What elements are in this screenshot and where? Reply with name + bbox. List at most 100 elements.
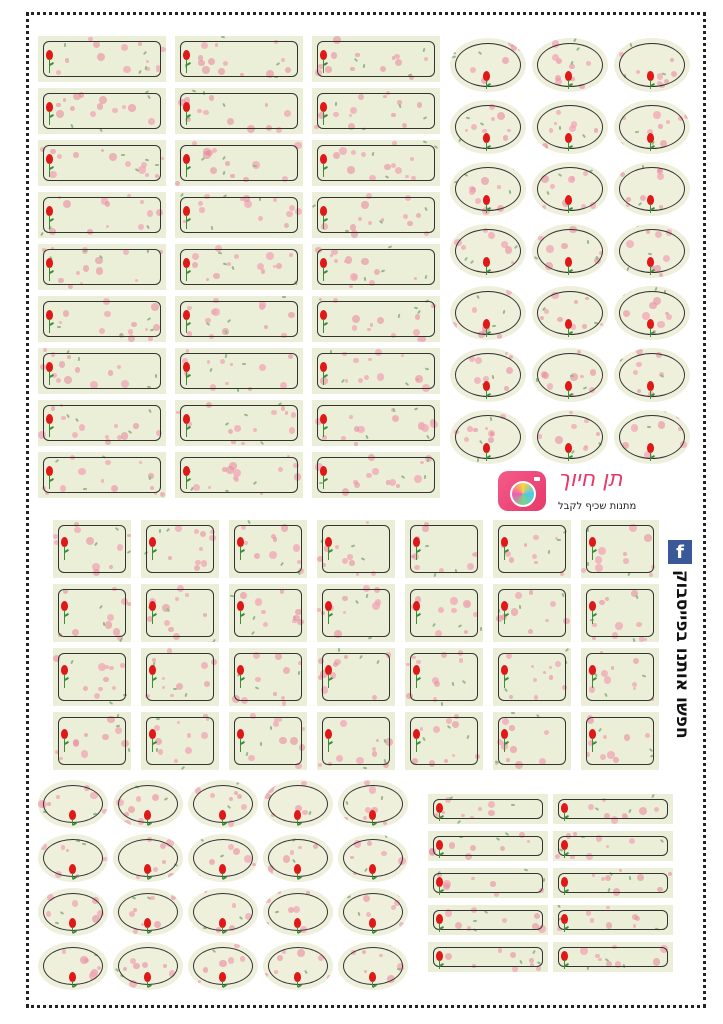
blossom-decoration [206, 717, 210, 721]
tulip-icon [61, 601, 68, 612]
blossom-decoration [422, 383, 431, 392]
blossom-decoration [321, 435, 327, 441]
blossom-decoration [365, 521, 369, 525]
blossom-decoration [123, 819, 132, 828]
blossom-decoration [391, 414, 400, 423]
label-inner-border [498, 589, 566, 637]
rectangles-middle-label [493, 520, 571, 578]
ovals-top-right-label [450, 286, 526, 340]
tulip-stem-icon [240, 738, 241, 753]
blossom-decoration [538, 925, 546, 933]
tulip-stem-icon [152, 546, 153, 561]
blossom-decoration [162, 686, 166, 690]
blossom-decoration [515, 592, 522, 599]
blossom-decoration [453, 713, 460, 719]
blossom-decoration [637, 874, 645, 882]
blossom-decoration [349, 560, 355, 566]
blossom-decoration [581, 568, 586, 574]
label-inner-border [537, 229, 603, 273]
blossom-decoration [516, 101, 522, 106]
tulip-icon [293, 971, 301, 982]
blossom-decoration [241, 524, 247, 530]
tulip-stem-icon [504, 738, 505, 753]
blossom-decoration [137, 165, 146, 174]
blossom-decoration [214, 244, 223, 253]
blossom-decoration [429, 420, 438, 429]
blossom-decoration [372, 694, 378, 700]
blossom-decoration [450, 322, 458, 329]
blossom-decoration [290, 737, 298, 745]
blossom-decoration [466, 926, 472, 932]
blossom-decoration [636, 621, 642, 628]
blossom-decoration [349, 224, 357, 231]
blossom-decoration [371, 746, 377, 752]
leaf-decoration [600, 291, 606, 294]
rectangles-top-left-label [38, 348, 166, 394]
blossom-decoration [260, 269, 265, 274]
blossom-decoration [229, 462, 238, 470]
blossom-decoration [600, 650, 604, 654]
blossom-decoration [389, 942, 393, 946]
blossom-decoration [279, 736, 287, 745]
blossom-decoration [589, 202, 596, 209]
blossom-decoration [353, 357, 359, 364]
leaf-decoration [212, 638, 216, 642]
blossom-decoration [555, 661, 562, 668]
tulip-icon [561, 877, 568, 887]
blossom-decoration [533, 145, 542, 153]
blossom-decoration [112, 586, 118, 592]
tulip-stem-icon [296, 818, 298, 825]
blossom-decoration [466, 562, 474, 570]
rectangles-top-left-label [38, 88, 166, 134]
tulip-icon [218, 971, 226, 982]
strips-bottom-right-label [428, 905, 548, 935]
blossom-decoration [105, 224, 110, 229]
blossom-decoration [495, 614, 503, 622]
blossom-decoration [88, 36, 93, 42]
blossom-decoration [510, 952, 516, 958]
tulip-icon [293, 917, 301, 928]
cut-border-frame [26, 12, 706, 1008]
tulip-icon [368, 863, 376, 874]
blossom-decoration [203, 680, 210, 687]
rectangles-top-left-label [38, 452, 166, 498]
blossom-decoration [241, 441, 245, 446]
blossom-decoration [341, 557, 349, 565]
tulip-stem-icon [504, 610, 505, 625]
blossom-decoration [422, 525, 429, 532]
leaf-decoration [119, 637, 123, 642]
tulip-icon [436, 803, 443, 813]
blossom-decoration [317, 555, 324, 562]
ovals-top-right-label [532, 38, 608, 92]
blossom-decoration [120, 597, 129, 606]
blossom-decoration [138, 461, 142, 465]
tulip-icon [320, 205, 327, 216]
blossom-decoration [98, 686, 103, 691]
tulip-icon [46, 465, 53, 476]
tulip-icon [143, 917, 151, 928]
blossom-decoration [300, 780, 307, 787]
blossom-decoration [276, 889, 282, 895]
blossom-decoration [185, 420, 192, 427]
blossom-decoration [109, 665, 114, 671]
label-inner-border [43, 353, 161, 389]
blossom-decoration [391, 56, 396, 61]
rectangles-middle-label [229, 520, 307, 578]
blossom-decoration [680, 440, 688, 448]
label-inner-border [455, 229, 521, 273]
label-inner-border [317, 41, 435, 77]
blossom-decoration [505, 551, 511, 557]
blossom-decoration [562, 684, 568, 690]
leaf-decoration [440, 701, 443, 706]
blossom-decoration [276, 263, 283, 269]
blossom-decoration [440, 651, 447, 658]
blossom-decoration [389, 478, 397, 486]
blossom-decoration [585, 910, 592, 916]
label-inner-border [317, 145, 435, 181]
blossom-decoration [297, 559, 301, 564]
blossom-decoration [121, 739, 129, 748]
blossom-decoration [528, 957, 535, 963]
tulip-icon [413, 665, 420, 676]
blossom-decoration [610, 665, 615, 670]
blossom-decoration [78, 467, 86, 476]
